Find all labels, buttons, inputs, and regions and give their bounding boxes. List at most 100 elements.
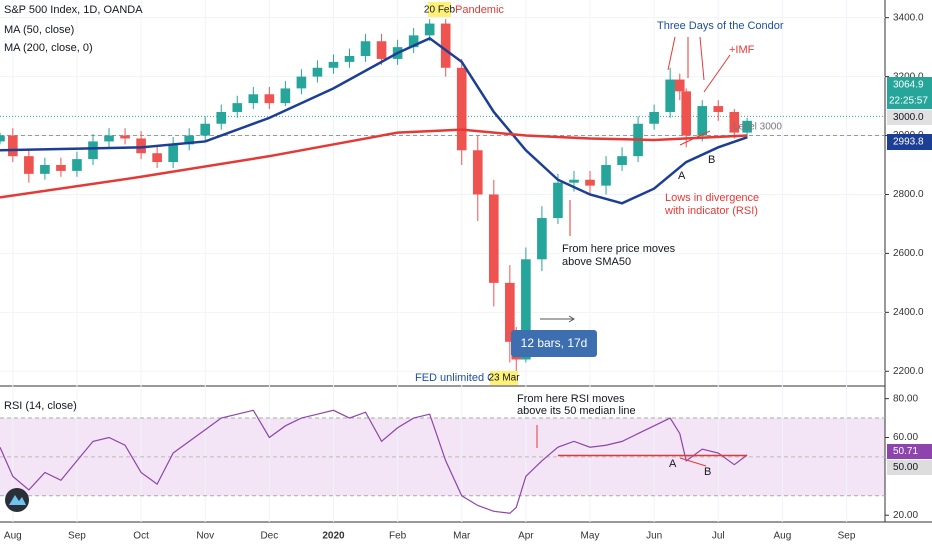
- annotation: 20 Feb: [424, 5, 456, 16]
- annotation: Three Days of the Condor: [657, 20, 784, 32]
- x-tick-label: Nov: [196, 531, 214, 542]
- level-badge: [887, 110, 932, 125]
- rsi-badge: [887, 444, 932, 459]
- y-tick-label: 2800.0: [893, 189, 924, 200]
- date-badge: [490, 371, 518, 385]
- x-tick-label: 2020: [322, 531, 345, 542]
- annotation: above its 50 median line: [517, 405, 636, 417]
- ma-line: [0, 36, 748, 205]
- candle-body: [344, 55, 355, 62]
- annotation: From here RSI moves: [517, 393, 625, 405]
- annotation: above SMA50: [562, 256, 631, 268]
- legend-entry: RSI (14, close): [4, 400, 77, 412]
- x-tick-label: Dec: [260, 531, 278, 542]
- last-price: 3064.9: [893, 80, 924, 91]
- ma50-last: 2993.8: [893, 137, 924, 148]
- candle-body: [200, 123, 211, 136]
- level-label: 3000.0: [893, 112, 924, 123]
- y-tick-label: 2400.0: [893, 307, 924, 318]
- x-tick-label: Oct: [133, 531, 149, 542]
- candle-body: [617, 156, 627, 166]
- annotation-arrow: [703, 54, 731, 93]
- rsi-line: [0, 409, 748, 514]
- rsi-median: 50.00: [893, 462, 918, 473]
- ma-badge: [887, 134, 932, 150]
- annotation: B: [704, 466, 711, 478]
- candle-body: [40, 165, 50, 174]
- median-badge: [887, 460, 932, 475]
- candle-body: [440, 23, 451, 68]
- x-tick-label: Feb: [389, 531, 407, 542]
- range-badge: [511, 330, 597, 357]
- x-tick-label: Apr: [518, 531, 534, 542]
- chart-title: S&P 500 Index, 1D, OANDA: [4, 4, 143, 16]
- y-tick-label: 3400.0: [893, 12, 924, 23]
- candle-body: [264, 94, 275, 104]
- price-badge: [887, 77, 932, 93]
- y-tick-label: 3200.0: [893, 71, 924, 82]
- annotation-arrow: [679, 130, 711, 146]
- y-tick-label: 80.00: [893, 393, 918, 404]
- y-tick-label: 2600.0: [893, 248, 924, 259]
- countdown-badge: [887, 93, 932, 109]
- date-badge: [428, 2, 451, 17]
- y-tick-label: 60.00: [893, 432, 918, 443]
- x-tick-label: Jul: [712, 531, 725, 542]
- ma-line: [0, 128, 748, 199]
- x-tick-label: Aug: [4, 531, 22, 542]
- level-name: Level 3000: [733, 122, 782, 133]
- candle-body: [168, 144, 178, 163]
- candle-body: [120, 135, 130, 139]
- annotation: 12 bars, 17d: [521, 336, 588, 350]
- annotation-arrows: [667, 36, 705, 81]
- x-tick-label: Aug: [773, 531, 791, 542]
- candle-body: [742, 120, 752, 133]
- candle-body: [152, 153, 162, 163]
- y-tick-label: 2200.0: [893, 366, 924, 377]
- x-tick-label: Mar: [453, 531, 471, 542]
- candle-body: [104, 135, 114, 142]
- candle-body: [24, 156, 34, 174]
- candle-body: [521, 259, 531, 360]
- candle-body: [248, 94, 259, 104]
- x-tick-label: Sep: [68, 531, 86, 542]
- candle-body: [569, 179, 579, 183]
- x-tick-label: Jun: [646, 531, 662, 542]
- candle-body: [232, 103, 243, 112]
- annotation: B: [708, 154, 715, 166]
- candle-body: [360, 41, 371, 56]
- candle-body: [665, 79, 675, 112]
- candle-body: [8, 135, 18, 157]
- candle-body: [472, 150, 483, 195]
- candle-body: [328, 61, 339, 68]
- annotation: Pandemic: [455, 4, 504, 16]
- candle-body: [280, 88, 291, 104]
- candle-body: [424, 23, 435, 36]
- y-tick-label: 20.00: [893, 510, 918, 521]
- annotation: From here price moves: [562, 243, 676, 255]
- candle-body: [697, 106, 708, 136]
- candle-body: [488, 194, 499, 283]
- logo-mark: [9, 495, 26, 505]
- annotation: Lows in divergence: [665, 192, 759, 204]
- candle-body: [136, 138, 146, 154]
- candle-body: [88, 141, 98, 160]
- candle-body: [56, 165, 66, 171]
- candle-body: [585, 179, 595, 186]
- candle-body: [681, 91, 692, 136]
- annotation: A: [678, 170, 686, 182]
- x-tick-label: May: [581, 531, 600, 542]
- candle-body: [456, 67, 467, 151]
- candle-body: [505, 282, 515, 342]
- annotation: with indicator (RSI): [664, 205, 758, 217]
- candle-body: [729, 111, 740, 133]
- candle-body: [376, 41, 387, 59]
- candle-body: [312, 67, 323, 77]
- candle-body: [649, 111, 659, 124]
- annotation: A: [669, 458, 677, 470]
- candle-body: [72, 159, 82, 171]
- x-tick-label: Sep: [838, 531, 856, 542]
- candle-body: [184, 135, 194, 145]
- countdown: 22:25:57: [889, 96, 928, 107]
